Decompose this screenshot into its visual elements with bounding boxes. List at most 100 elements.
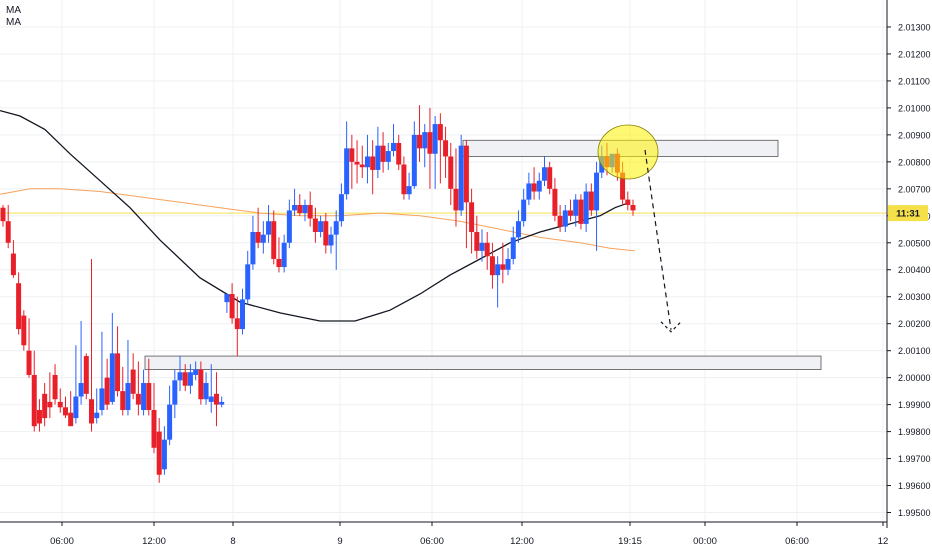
- candle-body: [104, 377, 110, 405]
- candle: [531, 167, 537, 200]
- candle-body: [260, 234, 266, 243]
- candle-body: [62, 407, 68, 416]
- candle-body: [448, 156, 454, 189]
- candle: [167, 385, 173, 446]
- candle-body: [42, 393, 48, 419]
- candle-body: [292, 205, 298, 211]
- candle: [89, 258, 95, 432]
- ma-slow-line: [0, 188, 636, 252]
- candle: [36, 399, 42, 432]
- candle: [47, 372, 53, 419]
- grid-lines: [0, 0, 887, 522]
- price-tick-label: 2.00900: [898, 130, 931, 140]
- candle: [515, 210, 521, 243]
- candle: [328, 226, 334, 254]
- candle: [505, 248, 511, 276]
- time-tick-label: 06:00: [50, 536, 74, 547]
- candle: [484, 231, 490, 270]
- candle-body: [495, 264, 501, 276]
- candle: [458, 134, 464, 216]
- candle-body: [208, 396, 214, 402]
- candle: [510, 226, 516, 265]
- candle-body: [115, 353, 121, 392]
- time-tick-label: 8: [230, 536, 235, 547]
- candle: [489, 242, 495, 289]
- candle: [307, 191, 313, 227]
- candle-body: [219, 401, 225, 405]
- candle: [318, 215, 324, 238]
- candle-body: [94, 412, 100, 419]
- candle-body: [31, 374, 37, 427]
- candle: [5, 205, 11, 249]
- candle: [250, 215, 256, 270]
- candle-body: [541, 167, 547, 181]
- candle-body: [323, 221, 329, 246]
- candle: [224, 294, 230, 313]
- candle: [401, 156, 407, 200]
- time-axis[interactable]: 06:00 12:00 8 9 06:00 12:00 19:15 00:00 06:00 12: [0, 521, 888, 547]
- candle: [156, 418, 162, 483]
- candle: [0, 205, 6, 227]
- price-axis[interactable]: 1.99500 1.99600 1.99700 1.99800 1.99900 2.000…: [886, 0, 931, 528]
- candle: [31, 350, 37, 432]
- candle: [479, 229, 485, 262]
- candle-body: [547, 167, 553, 189]
- candle-body: [458, 145, 464, 211]
- candle: [411, 121, 417, 189]
- candle: [354, 140, 360, 184]
- candle-body: [187, 372, 193, 386]
- current-price-tag[interactable]: 11:31: [888, 205, 928, 222]
- legend-item-ma-2[interactable]: MA: [6, 17, 21, 28]
- candle: [281, 234, 287, 273]
- candle: [437, 113, 443, 184]
- highlight-ellipse[interactable]: [597, 124, 659, 180]
- candle-body: [146, 383, 152, 411]
- candle-body: [463, 145, 469, 203]
- candle-body: [364, 156, 370, 168]
- candle: [297, 194, 303, 216]
- candle-body: [167, 404, 173, 440]
- candle-body: [297, 205, 303, 214]
- candle: [338, 183, 344, 227]
- candle: [448, 142, 454, 206]
- candle: [187, 364, 193, 394]
- candle-body: [302, 205, 308, 214]
- candle: [333, 210, 339, 270]
- candle-body: [36, 410, 42, 424]
- candle-body: [68, 412, 74, 427]
- candle: [562, 205, 568, 232]
- candle-body: [172, 380, 178, 405]
- price-tick-label: 2.00300: [898, 292, 931, 302]
- candle: [594, 161, 600, 251]
- moving-average-lines: [0, 109, 636, 322]
- time-tick-label: 19:15: [618, 536, 642, 547]
- candle-body: [161, 439, 167, 470]
- candle-body: [359, 164, 365, 168]
- candle-body: [83, 356, 89, 394]
- candle-body: [10, 253, 16, 276]
- candle: [568, 199, 574, 222]
- candle-body: [151, 410, 157, 448]
- annotations: [597, 124, 682, 333]
- candle: [500, 242, 506, 284]
- zone-rect[interactable]: [144, 355, 822, 370]
- candle-body: [427, 132, 433, 154]
- candle-body: [307, 205, 313, 219]
- candle-body: [453, 188, 459, 211]
- candle: [271, 210, 277, 265]
- candle-body: [630, 205, 636, 211]
- candle: [375, 126, 381, 179]
- candle-body: [245, 264, 251, 300]
- candle-body: [135, 393, 141, 405]
- legend-item-ma-1[interactable]: MA: [6, 5, 21, 16]
- candle-body: [271, 221, 277, 259]
- candle: [172, 369, 178, 419]
- candle: [406, 172, 412, 200]
- candle: [115, 326, 121, 397]
- candle: [557, 205, 563, 232]
- candle-body: [515, 221, 521, 238]
- candle: [453, 148, 459, 227]
- price-tick-label: 2.00100: [898, 346, 931, 356]
